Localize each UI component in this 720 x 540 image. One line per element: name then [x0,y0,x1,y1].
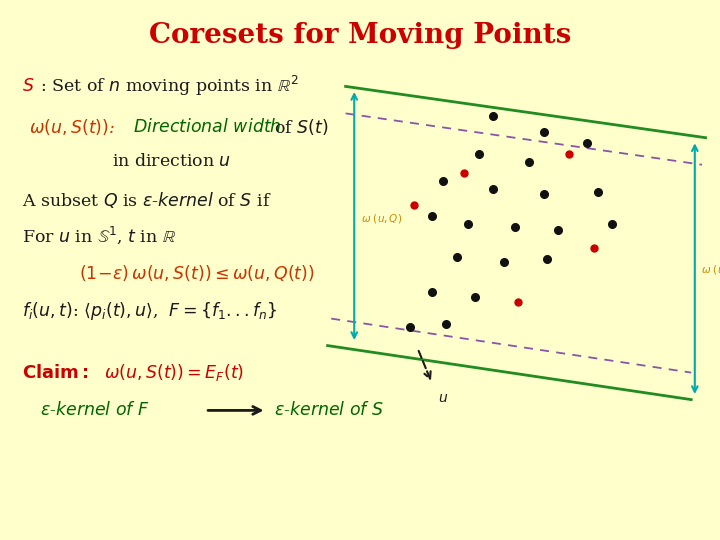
Text: $\bf{Claim:}$: $\bf{Claim:}$ [22,363,89,382]
Text: Coresets for Moving Points: Coresets for Moving Points [149,22,571,49]
Text: $\omega$ $(u,S)$: $\omega$ $(u,S)$ [701,264,720,276]
Text: $\it{\omega(u,S(t)) = E_F(t)}$: $\it{\omega(u,S(t)) = E_F(t)}$ [104,362,245,383]
Text: $\it{S}$: $\it{S}$ [22,78,34,95]
Text: $\it{u}$: $\it{u}$ [438,392,448,406]
Text: $\it{\varepsilon}$-$\it{kernel\ of\ S}$: $\it{\varepsilon}$-$\it{kernel\ of\ S}$ [274,401,384,420]
Text: $\omega$ $(u,Q)$: $\omega$ $(u,Q)$ [361,212,402,225]
Text: $\it{(1\!-\!\varepsilon)\,\omega(u,S(t)) \leq \omega(u,Q(t))}$: $\it{(1\!-\!\varepsilon)\,\omega(u,S(t))… [79,262,315,283]
Text: A subset $\it{Q}$ is $\it{\varepsilon}$-$\it{kernel}$ of $\it{S}$ if: A subset $\it{Q}$ is $\it{\varepsilon}$-… [22,190,271,210]
Text: $\it{\varepsilon}$-$\it{kernel\ of\ F}$: $\it{\varepsilon}$-$\it{kernel\ of\ F}$ [40,401,150,420]
Text: For $\it{u}$ in $\mathbb{S}^1$, $\it{t}$ in $\mathbb{R}$: For $\it{u}$ in $\mathbb{S}^1$, $\it{t}$… [22,224,176,246]
Text: of $\it{S(t)}$: of $\it{S(t)}$ [274,117,328,137]
Text: $\bf{\it{Directional\ width}}$: $\bf{\it{Directional\ width}}$ [133,118,282,136]
Text: $\it{\omega(u,S(t))}$:: $\it{\omega(u,S(t))}$: [29,117,115,137]
Text: : Set of $\it{n}$ moving points in $\mathbb{R}^2$: : Set of $\it{n}$ moving points in $\mat… [40,75,298,98]
Text: $\it{f_i(u,t)}$: $\langle \it{p_i(t)}, \it{u}\rangle$,  $\it{F=\{f_1...f_n\}}$: $\it{f_i(u,t)}$: $\langle \it{p_i(t)}, \… [22,300,277,321]
Text: in direction $\it{u}$: in direction $\it{u}$ [112,153,231,171]
